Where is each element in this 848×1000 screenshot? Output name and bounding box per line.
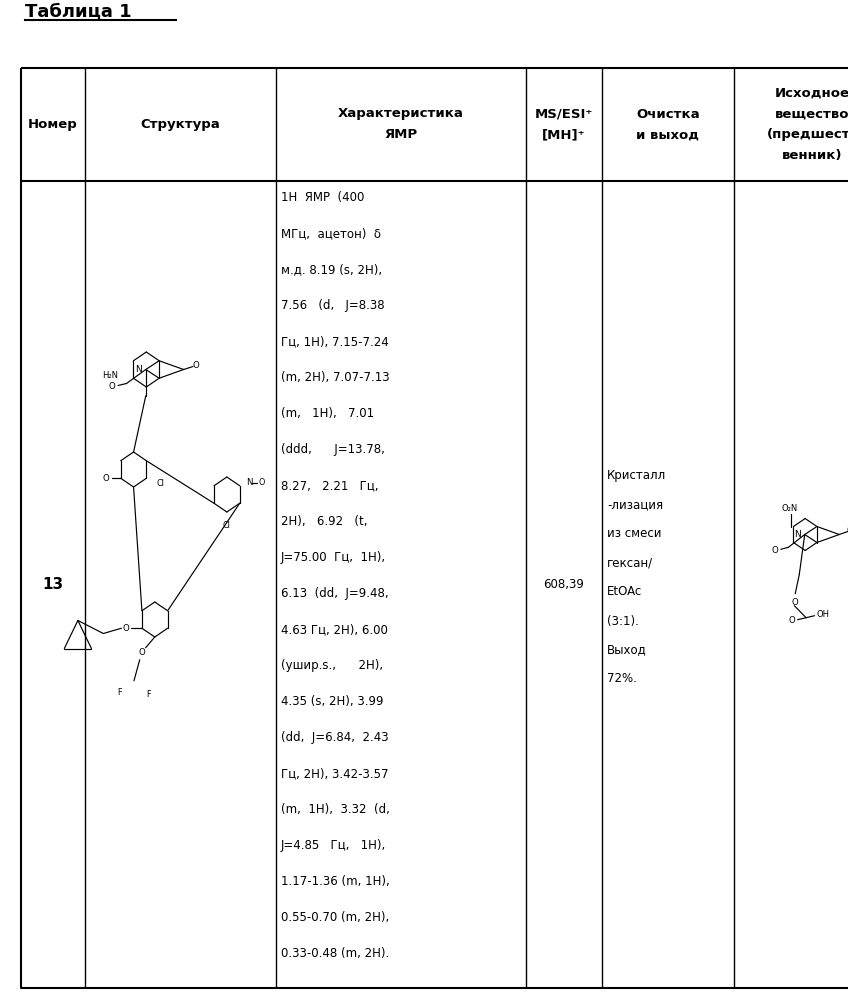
- Text: Исходное: Исходное: [774, 87, 848, 100]
- Text: 608,39: 608,39: [544, 578, 584, 591]
- Text: 4.35 (s, 2H), 3.99: 4.35 (s, 2H), 3.99: [281, 695, 383, 708]
- Text: O: O: [847, 526, 848, 535]
- Text: ЯМР: ЯМР: [384, 128, 417, 141]
- Text: N: N: [135, 365, 142, 374]
- Text: Cl: Cl: [157, 479, 165, 488]
- Text: Очистка: Очистка: [636, 107, 700, 120]
- Text: O: O: [792, 598, 799, 607]
- Text: J=4.85   Гц,   1H),: J=4.85 Гц, 1H),: [281, 839, 386, 852]
- Text: -лизация: -лизация: [607, 498, 663, 511]
- Text: (предшест-: (предшест-: [767, 128, 848, 141]
- Text: Номер: Номер: [28, 118, 78, 131]
- Text: O: O: [772, 546, 778, 555]
- Text: (m,  1H),  3.32  (d,: (m, 1H), 3.32 (d,: [281, 803, 389, 816]
- Text: 72%.: 72%.: [607, 672, 637, 686]
- Text: (3:1).: (3:1).: [607, 614, 639, 628]
- Text: МГц,  ацетон)  δ: МГц, ацетон) δ: [281, 227, 381, 240]
- Text: O: O: [138, 648, 145, 657]
- Text: 1Н  ЯМР  (400: 1Н ЯМР (400: [281, 191, 364, 204]
- Text: 4.63 Гц, 2H), 6.00: 4.63 Гц, 2H), 6.00: [281, 623, 388, 636]
- Text: 6.13  (dd,  J=9.48,: 6.13 (dd, J=9.48,: [281, 587, 388, 600]
- Text: венник): венник): [782, 149, 842, 162]
- Text: N: N: [794, 530, 801, 539]
- Text: 0.55-0.70 (m, 2H),: 0.55-0.70 (m, 2H),: [281, 911, 389, 924]
- Text: из смеси: из смеси: [607, 527, 661, 540]
- Text: O: O: [109, 382, 115, 391]
- Text: Выход: Выход: [607, 644, 647, 656]
- Text: MS/ESI⁺: MS/ESI⁺: [535, 107, 593, 120]
- Text: и выход: и выход: [636, 128, 700, 141]
- Text: вещество: вещество: [775, 107, 848, 120]
- Text: 1.17-1.36 (m, 1H),: 1.17-1.36 (m, 1H),: [281, 875, 389, 888]
- Text: м.д. 8.19 (s, 2H),: м.д. 8.19 (s, 2H),: [281, 263, 382, 276]
- Text: H₂N: H₂N: [102, 371, 118, 380]
- Text: OH: OH: [817, 610, 829, 619]
- Text: Гц, 1H), 7.15-7.24: Гц, 1H), 7.15-7.24: [281, 335, 388, 348]
- Text: (ddd,      J=13.78,: (ddd, J=13.78,: [281, 443, 384, 456]
- Text: (m,   1H),   7.01: (m, 1H), 7.01: [281, 407, 374, 420]
- Text: O: O: [102, 474, 109, 483]
- Text: EtOAc: EtOAc: [607, 585, 643, 598]
- Text: 2H),   6.92   (t,: 2H), 6.92 (t,: [281, 515, 367, 528]
- Text: O: O: [122, 624, 129, 633]
- Text: Кристалл: Кристалл: [607, 469, 667, 482]
- Text: 8.27,   2.21   Гц,: 8.27, 2.21 Гц,: [281, 479, 378, 492]
- Text: F: F: [146, 690, 150, 699]
- Text: O: O: [789, 616, 795, 625]
- Text: (dd,  J=6.84,  2.43: (dd, J=6.84, 2.43: [281, 731, 388, 744]
- Text: 0.33-0.48 (m, 2H).: 0.33-0.48 (m, 2H).: [281, 947, 389, 960]
- Text: N: N: [247, 478, 253, 487]
- Text: Таблица 1: Таблица 1: [25, 2, 132, 20]
- Text: Структура: Структура: [140, 118, 220, 131]
- Text: (ушир.s.,      2H),: (ушир.s., 2H),: [281, 659, 382, 672]
- Text: F: F: [118, 688, 122, 697]
- Text: O: O: [259, 478, 265, 487]
- Text: Гц, 2H), 3.42-3.57: Гц, 2H), 3.42-3.57: [281, 767, 388, 780]
- Text: гексан/: гексан/: [607, 556, 653, 569]
- Text: (m, 2H), 7.07-7.13: (m, 2H), 7.07-7.13: [281, 371, 389, 384]
- Text: [МН]⁺: [МН]⁺: [542, 128, 586, 141]
- Text: Характеристика: Характеристика: [338, 107, 464, 120]
- Text: Cl: Cl: [223, 521, 231, 530]
- Text: 7.56   (d,   J=8.38: 7.56 (d, J=8.38: [281, 299, 384, 312]
- Text: 13: 13: [42, 577, 64, 592]
- Text: O₂N: O₂N: [781, 504, 797, 513]
- Text: J=75.00  Гц,  1H),: J=75.00 Гц, 1H),: [281, 551, 386, 564]
- Text: O: O: [192, 361, 199, 370]
